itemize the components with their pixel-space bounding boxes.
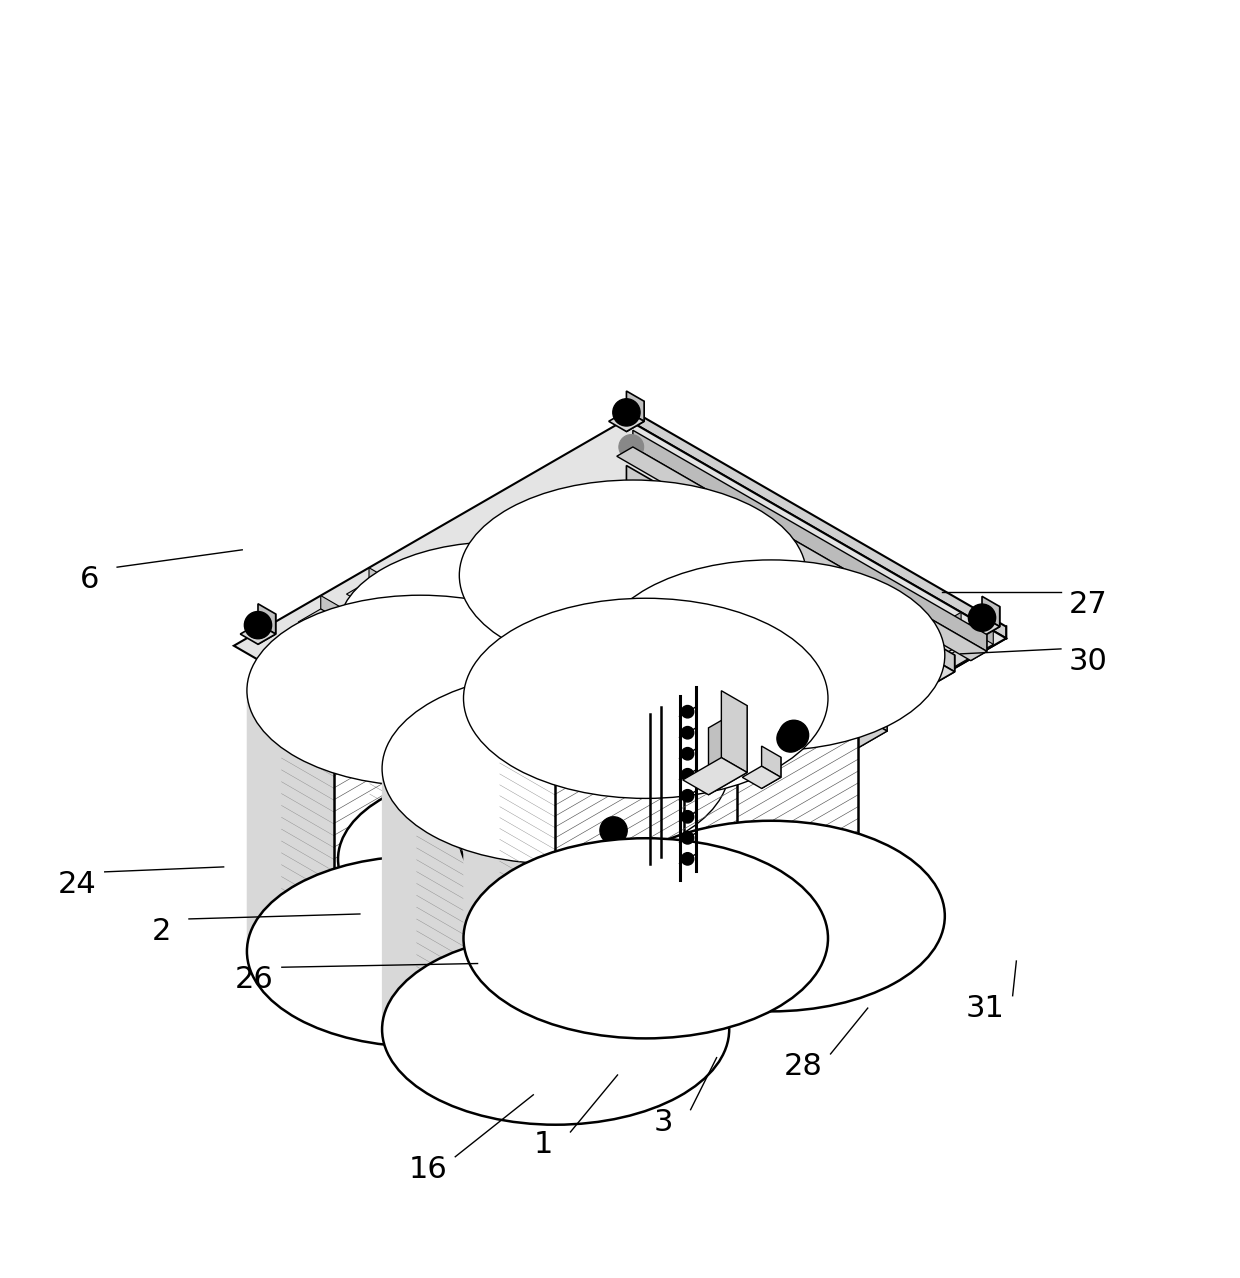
Circle shape: [968, 604, 996, 631]
Polygon shape: [234, 419, 1006, 865]
Polygon shape: [600, 631, 993, 870]
Text: 30: 30: [1069, 647, 1107, 676]
Text: 2: 2: [153, 916, 171, 946]
Text: 27: 27: [1069, 590, 1107, 619]
Polygon shape: [864, 705, 887, 731]
Ellipse shape: [459, 481, 806, 671]
Polygon shape: [469, 718, 642, 1080]
Text: 16: 16: [409, 1154, 448, 1183]
Polygon shape: [298, 608, 701, 841]
Ellipse shape: [459, 741, 806, 932]
Polygon shape: [285, 482, 955, 869]
Polygon shape: [614, 656, 955, 869]
Polygon shape: [584, 621, 977, 861]
Ellipse shape: [247, 596, 594, 786]
Polygon shape: [247, 690, 334, 1002]
Ellipse shape: [598, 560, 945, 750]
Polygon shape: [464, 698, 554, 990]
Circle shape: [682, 748, 693, 760]
Polygon shape: [683, 758, 748, 795]
Ellipse shape: [598, 820, 945, 1011]
Circle shape: [244, 611, 272, 639]
Circle shape: [682, 726, 693, 739]
Polygon shape: [678, 718, 887, 838]
Circle shape: [682, 705, 693, 718]
Circle shape: [613, 399, 640, 426]
Polygon shape: [334, 640, 507, 1002]
Polygon shape: [598, 656, 684, 966]
Polygon shape: [321, 596, 701, 828]
Text: 31: 31: [966, 993, 1004, 1022]
Polygon shape: [596, 829, 631, 850]
Polygon shape: [614, 809, 631, 840]
Ellipse shape: [382, 674, 729, 864]
Polygon shape: [609, 412, 644, 432]
Ellipse shape: [339, 542, 657, 717]
Polygon shape: [554, 645, 737, 990]
Circle shape: [682, 790, 693, 803]
Polygon shape: [684, 604, 858, 966]
Ellipse shape: [464, 838, 828, 1039]
Polygon shape: [971, 635, 987, 661]
Polygon shape: [708, 705, 748, 795]
Polygon shape: [614, 626, 1006, 865]
Polygon shape: [761, 746, 781, 777]
Polygon shape: [982, 597, 999, 626]
Polygon shape: [982, 607, 999, 636]
Ellipse shape: [464, 598, 828, 799]
Polygon shape: [459, 575, 546, 887]
Polygon shape: [722, 690, 748, 772]
Polygon shape: [370, 567, 749, 800]
Text: 26: 26: [236, 965, 274, 994]
Polygon shape: [258, 603, 275, 634]
Polygon shape: [546, 525, 719, 887]
Text: 6: 6: [81, 565, 99, 594]
Ellipse shape: [247, 856, 594, 1047]
Text: 1: 1: [533, 1130, 553, 1159]
Polygon shape: [626, 408, 1006, 638]
Polygon shape: [626, 465, 955, 672]
Polygon shape: [614, 819, 631, 850]
Polygon shape: [572, 627, 977, 861]
Circle shape: [779, 721, 808, 750]
Polygon shape: [556, 619, 961, 852]
Polygon shape: [626, 391, 644, 422]
Polygon shape: [346, 581, 749, 813]
Polygon shape: [258, 613, 275, 644]
Circle shape: [619, 435, 644, 459]
Circle shape: [682, 852, 693, 865]
Ellipse shape: [339, 772, 657, 947]
Circle shape: [682, 832, 693, 843]
Polygon shape: [761, 758, 781, 789]
Circle shape: [600, 817, 627, 843]
Polygon shape: [241, 624, 275, 644]
Polygon shape: [616, 447, 987, 661]
Polygon shape: [743, 766, 781, 789]
Polygon shape: [418, 584, 578, 905]
Polygon shape: [568, 612, 961, 852]
Circle shape: [777, 725, 805, 751]
Text: 28: 28: [784, 1052, 823, 1081]
Ellipse shape: [382, 934, 729, 1125]
Polygon shape: [965, 616, 999, 636]
Text: 24: 24: [58, 870, 97, 898]
Polygon shape: [337, 630, 418, 905]
Polygon shape: [382, 768, 469, 1080]
Polygon shape: [588, 636, 993, 870]
Polygon shape: [701, 718, 887, 838]
Text: 3: 3: [653, 1108, 673, 1136]
Circle shape: [682, 768, 693, 781]
Circle shape: [682, 810, 693, 823]
Polygon shape: [632, 431, 987, 652]
Polygon shape: [626, 401, 644, 432]
